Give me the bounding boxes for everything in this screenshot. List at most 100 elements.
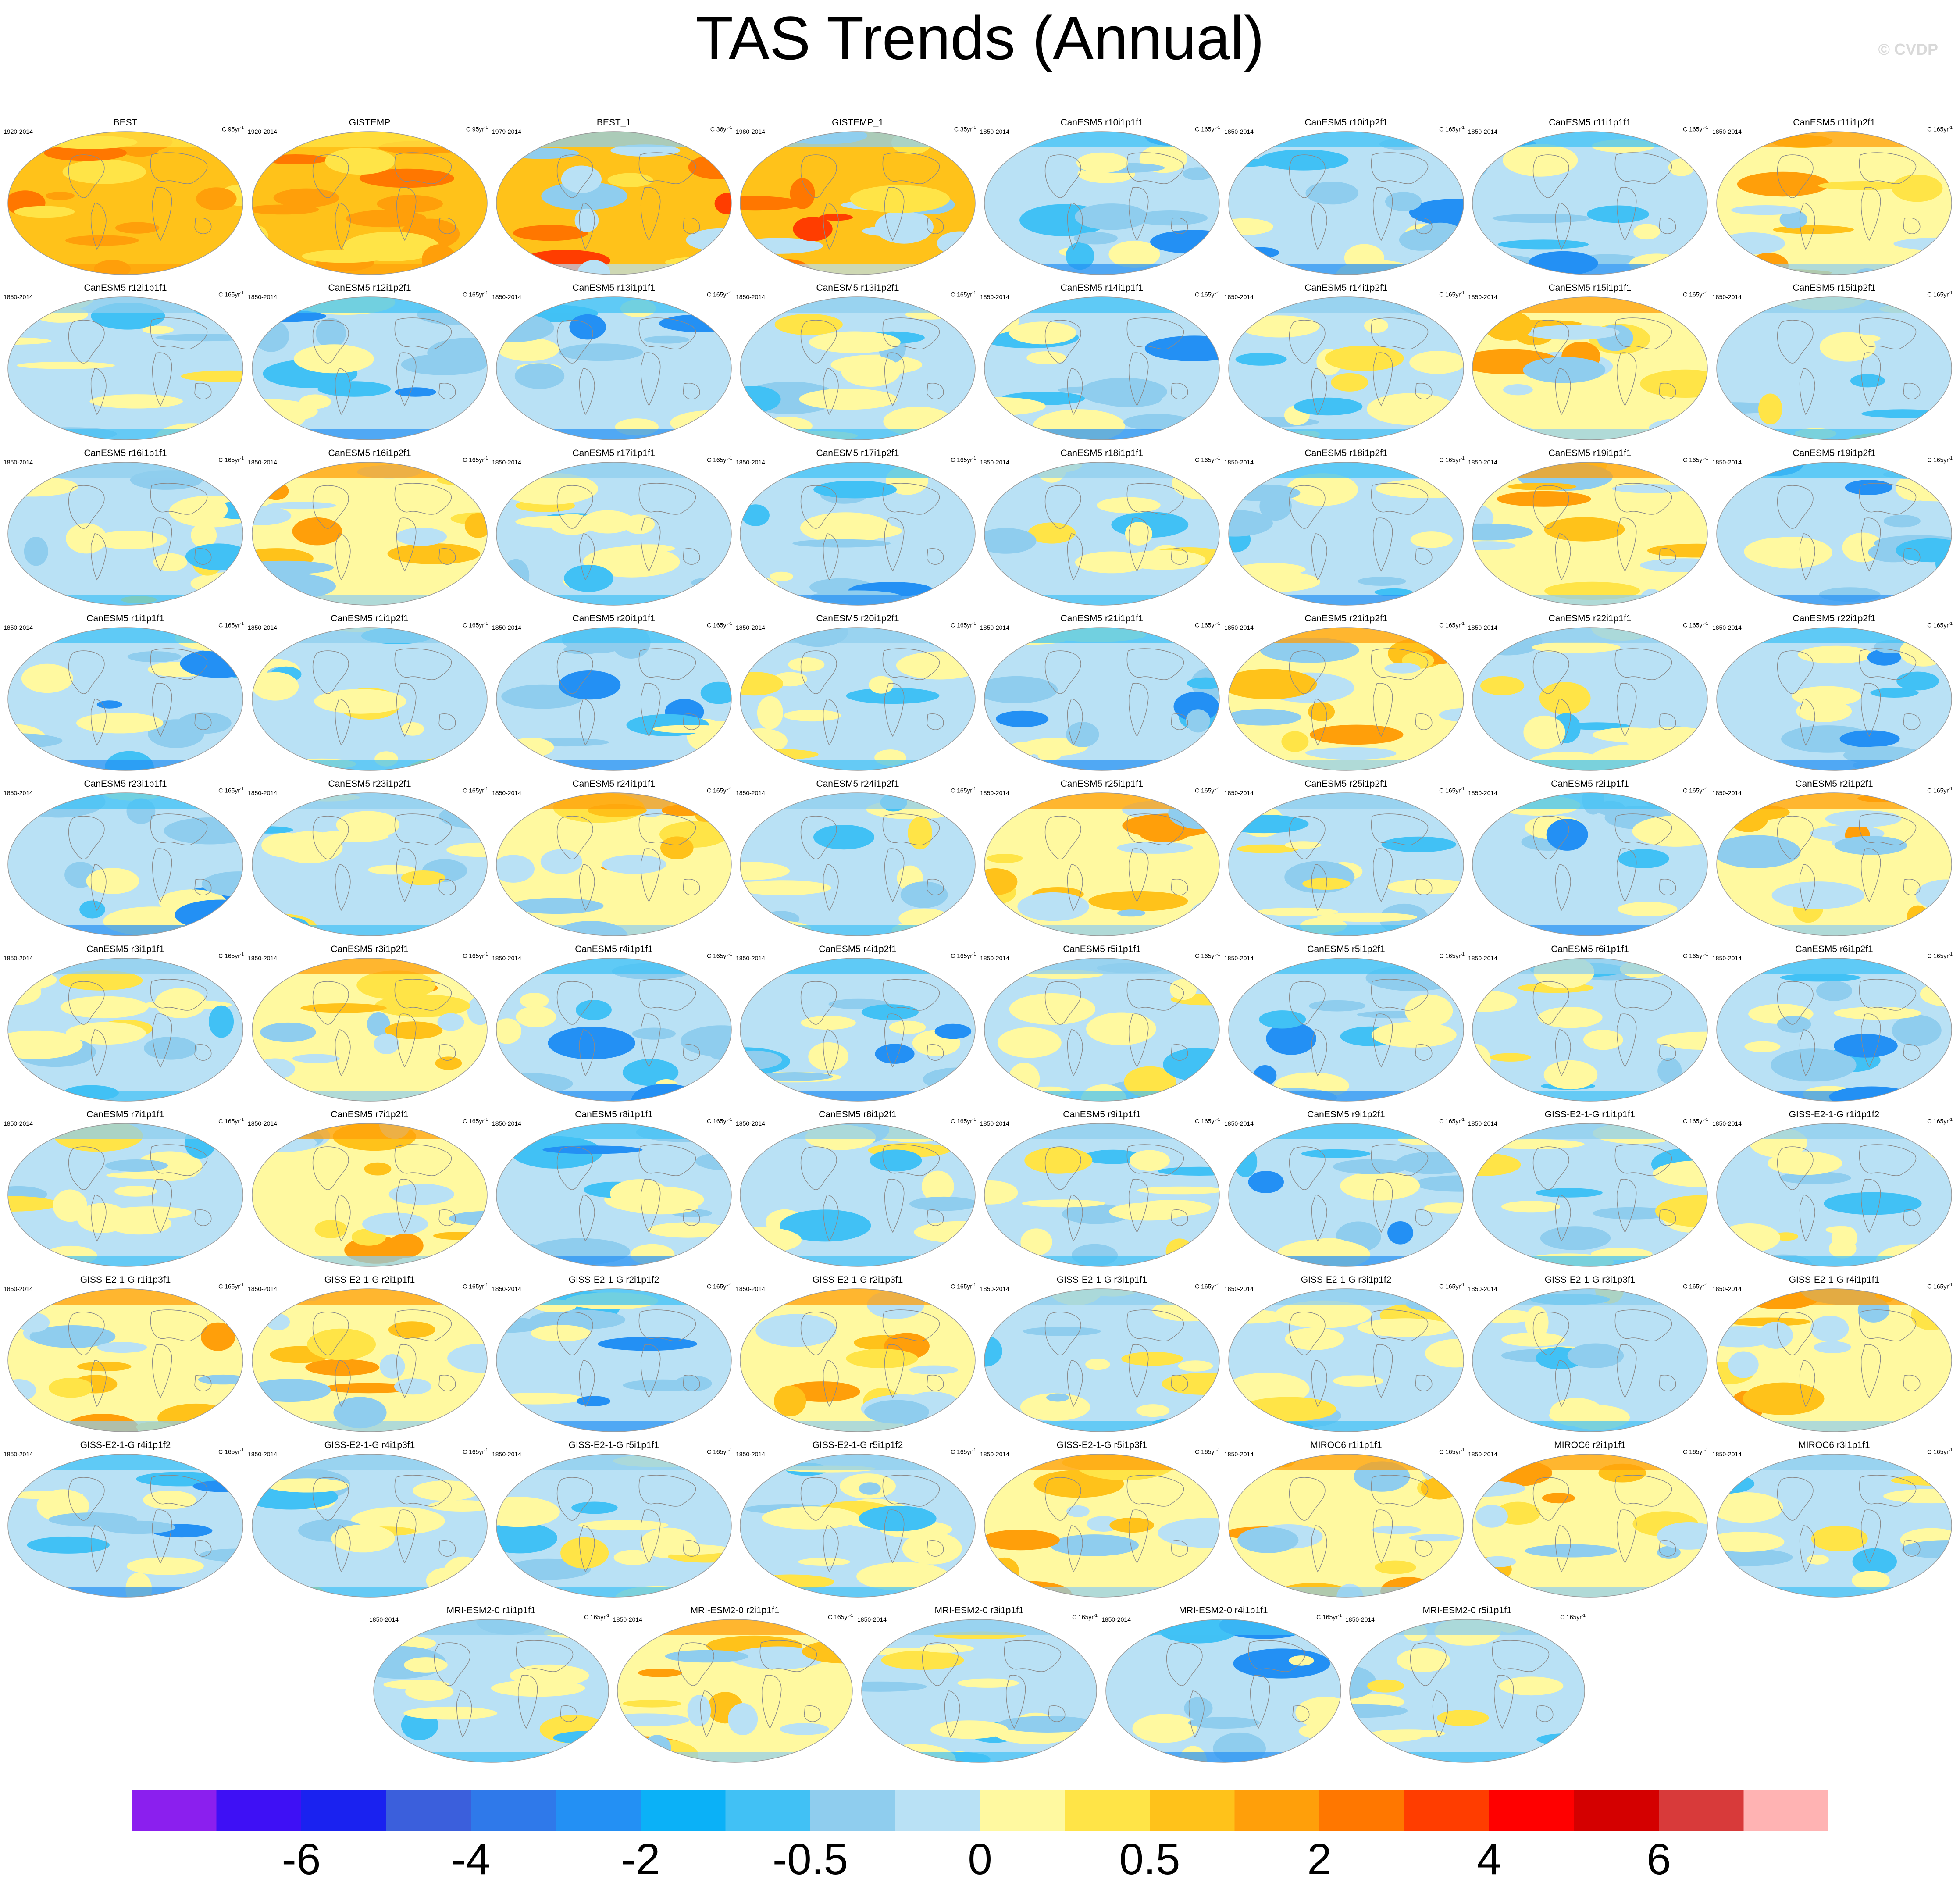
- trend-contour: [1424, 132, 1464, 150]
- arctic-band: [496, 958, 731, 974]
- map-panel: CanESM5 r18i1p2f1 1850-2014 C 165yr-1: [1224, 448, 1468, 606]
- trend-map: [7, 1454, 243, 1598]
- trend-contour: [930, 297, 975, 318]
- trend-contour: [1737, 297, 1761, 309]
- coastline: [1128, 1509, 1149, 1564]
- coastline: [312, 650, 349, 694]
- trend-contour: [917, 930, 975, 936]
- trend-map: [1472, 792, 1708, 936]
- map-panel: CanESM5 r9i1p2f1 1850-2014 C 165yr-1: [1224, 1109, 1468, 1267]
- colorbar-tick-label: -6: [282, 1835, 321, 1884]
- panel-units-text: C 165yr: [1560, 1613, 1582, 1621]
- trend-map: [496, 131, 732, 275]
- panel-title: MIROC6 r1i1p1f1: [1310, 1440, 1382, 1450]
- panel-title: GISS-E2-1-G r1i1p3f1: [80, 1275, 171, 1285]
- antarctic-band: [1717, 1256, 1952, 1266]
- coastline: [1555, 1195, 1571, 1242]
- arctic-band: [740, 793, 975, 809]
- map-outline: [740, 1288, 976, 1432]
- trend-contour: [1022, 1199, 1106, 1208]
- trend-contour: [1350, 1732, 1422, 1742]
- trend-contour: [433, 1232, 486, 1240]
- antarctic-band: [1106, 1752, 1341, 1762]
- panel-units: C 165yr-1: [951, 1448, 976, 1455]
- trend-contour: [1098, 391, 1162, 407]
- coastline: [312, 981, 349, 1025]
- trend-contour: [799, 389, 898, 410]
- trend-contour: [92, 531, 167, 549]
- arctic-band: [8, 958, 243, 974]
- coastline: [68, 485, 105, 529]
- coastline: [1311, 699, 1327, 746]
- panel-units-text: C 165yr: [1683, 787, 1705, 794]
- coastline: [150, 1475, 208, 1507]
- antarctic-band: [1229, 264, 1464, 275]
- panel-title: CanESM5 r2i1p2f1: [1795, 779, 1873, 789]
- trend-contour: [841, 356, 901, 387]
- trend-contour: [541, 182, 627, 210]
- coastline: [640, 1509, 661, 1564]
- trend-contour: [1137, 1186, 1219, 1195]
- trend-map: [496, 1454, 732, 1598]
- trend-contour: [1410, 531, 1453, 548]
- map-outline: [617, 1619, 853, 1763]
- panel-units-text: C 165yr: [1927, 787, 1949, 794]
- panel-units-text: C 165yr: [463, 621, 485, 629]
- map-outline: [1228, 958, 1464, 1102]
- antarctic-band: [984, 925, 1219, 936]
- coastline: [1799, 533, 1815, 581]
- coastline: [1128, 352, 1149, 407]
- units-exponent: -1: [606, 1613, 609, 1618]
- arctic-band: [496, 793, 731, 809]
- panel-period: 1850-2014: [980, 1451, 1009, 1458]
- trend-contour: [1892, 175, 1943, 202]
- panel-title: CanESM5 r22i1p2f1: [1793, 613, 1876, 624]
- panel-units: C 165yr-1: [951, 787, 976, 794]
- panel-period: 1850-2014: [736, 624, 765, 631]
- map-outline: [7, 1288, 243, 1432]
- map-panel: CanESM5 r21i1p2f1 1850-2014 C 165yr-1: [1224, 613, 1468, 771]
- map-panel: CanESM5 r19i1p2f1 1850-2014 C 165yr-1: [1712, 448, 1956, 606]
- coastline: [1044, 650, 1081, 694]
- coastline: [1372, 848, 1393, 902]
- antarctic-band: [496, 595, 731, 605]
- trend-contour: [405, 1683, 454, 1701]
- antarctic-band: [1472, 595, 1707, 605]
- antarctic-band: [1472, 925, 1707, 936]
- antarctic-band: [496, 1091, 731, 1101]
- panel-title: CanESM5 r14i1p2f1: [1304, 283, 1388, 293]
- coastline: [1371, 1144, 1429, 1176]
- trend-contour: [181, 370, 243, 382]
- units-exponent: -1: [240, 291, 244, 296]
- panel-period: 1850-2014: [248, 789, 277, 796]
- colorbar-swatch: [1574, 1790, 1659, 1831]
- coastline: [683, 383, 700, 399]
- antarctic-band: [252, 429, 487, 440]
- coastline: [1616, 1344, 1637, 1398]
- units-exponent: -1: [1461, 952, 1465, 957]
- map-panel: CanESM5 r18i1p1f1 1850-2014 C 165yr-1: [980, 448, 1224, 606]
- trend-contour: [1229, 709, 1301, 726]
- trend-contour: [496, 755, 552, 770]
- panel-units-text: C 165yr: [1927, 952, 1949, 959]
- coastline: [556, 1477, 593, 1521]
- arctic-band: [1350, 1619, 1585, 1635]
- panel-title: CanESM5 r25i1p2f1: [1304, 779, 1388, 789]
- antarctic-band: [984, 1256, 1219, 1266]
- panel-units: C 165yr-1: [218, 1117, 244, 1125]
- trend-contour: [801, 1016, 856, 1030]
- coastline: [396, 1013, 417, 1068]
- panel-title: MRI-ESM2-0 r3i1p1f1: [934, 1605, 1024, 1615]
- coastline: [68, 816, 105, 859]
- coastline: [394, 813, 452, 845]
- panel-units-text: C 165yr: [463, 1448, 485, 1455]
- trend-contour: [1480, 676, 1525, 695]
- panel-units: C 165yr-1: [463, 1283, 488, 1290]
- coastline: [800, 650, 837, 694]
- trend-contour: [266, 1313, 290, 1330]
- coastline: [1614, 648, 1672, 680]
- panel-title: CanESM5 r7i1p2f1: [331, 1109, 409, 1120]
- trend-contour: [856, 1562, 950, 1591]
- coastline: [394, 152, 452, 184]
- trend-contour: [199, 1085, 243, 1100]
